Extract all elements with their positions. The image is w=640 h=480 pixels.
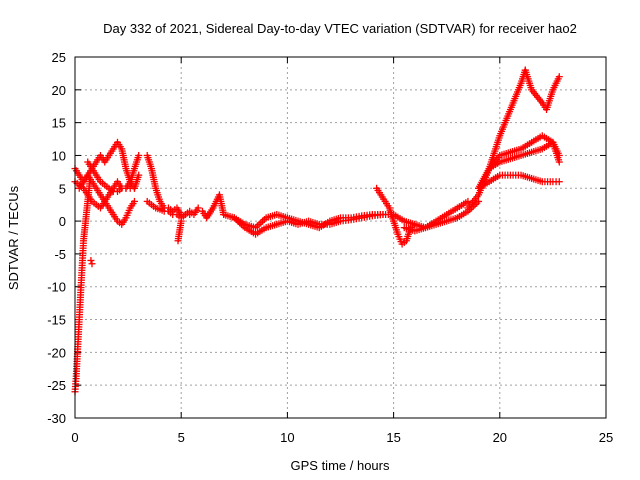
data-point bbox=[88, 260, 96, 268]
data-point bbox=[130, 184, 138, 192]
x-tick-label: 0 bbox=[71, 430, 78, 445]
x-tick-label: 25 bbox=[599, 430, 613, 445]
x-tick-label: 20 bbox=[493, 430, 507, 445]
data-point bbox=[194, 204, 202, 212]
plot-frame bbox=[74, 56, 607, 419]
data-point bbox=[555, 151, 563, 159]
interpolated-marker bbox=[259, 217, 267, 225]
data-point bbox=[555, 73, 563, 81]
data-point bbox=[379, 211, 387, 219]
data-point bbox=[555, 178, 563, 186]
data-point bbox=[135, 151, 143, 159]
data-points bbox=[71, 66, 563, 396]
y-tick-label: 0 bbox=[59, 214, 66, 229]
y-tick-label: 5 bbox=[59, 181, 66, 196]
y-tick-label: -25 bbox=[47, 378, 66, 393]
y-tick-label: 15 bbox=[52, 116, 66, 131]
y-tick-label: -5 bbox=[54, 247, 66, 262]
data-point bbox=[87, 256, 95, 264]
y-tick-label: -30 bbox=[47, 411, 66, 426]
y-tick-label: 25 bbox=[52, 50, 66, 65]
interpolated-marker bbox=[257, 219, 265, 227]
data-point bbox=[186, 211, 194, 219]
data-point bbox=[555, 158, 563, 166]
x-tick-label: 10 bbox=[280, 430, 294, 445]
chart-title: Day 332 of 2021, Sidereal Day-to-day VTE… bbox=[103, 21, 577, 36]
data-point bbox=[130, 197, 138, 205]
grid bbox=[75, 57, 606, 418]
ticks: 0 5 10 15 20 25 -30 -25 -20 -15 -10 -5 0 5 10 15 20 25 bbox=[47, 50, 613, 445]
data-point bbox=[135, 171, 143, 179]
x-axis-label: GPS time / hours bbox=[291, 458, 390, 473]
y-tick-label: 10 bbox=[52, 148, 66, 163]
y-tick-label: -20 bbox=[47, 345, 66, 360]
y-tick-label: -15 bbox=[47, 313, 66, 328]
x-tick-label: 5 bbox=[178, 430, 185, 445]
y-axis-label: SDTVAR / TECUs bbox=[6, 185, 21, 290]
x-tick-label: 15 bbox=[386, 430, 400, 445]
y-tick-label: -10 bbox=[47, 280, 66, 295]
y-tick-label: 20 bbox=[52, 83, 66, 98]
